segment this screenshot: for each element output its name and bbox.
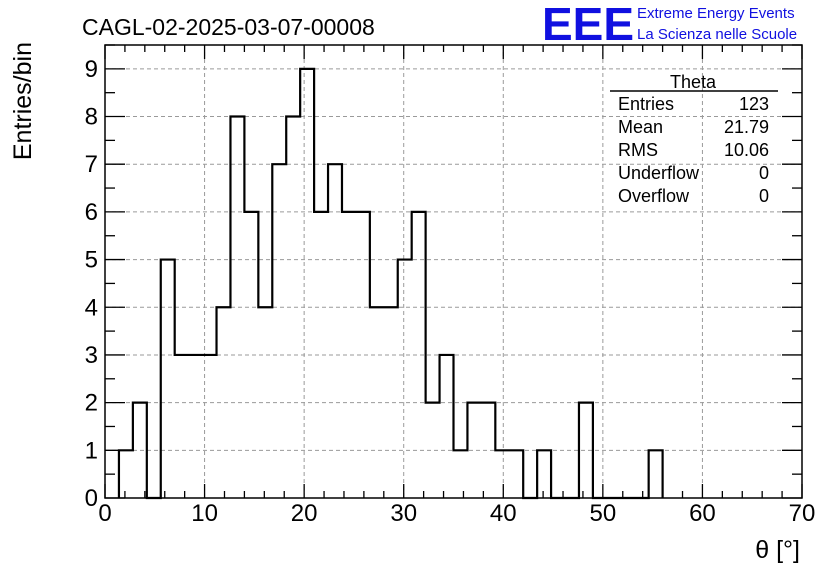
x-tick-label: 30 (390, 500, 417, 527)
histogram-step-line (117, 67, 664, 500)
x-tick-label: 10 (191, 500, 218, 527)
stats-value-underflow: 0 (759, 163, 769, 183)
stats-value-entries: 123 (739, 94, 769, 114)
y-tick-label: 3 (85, 342, 98, 369)
stats-value-rms: 10.06 (724, 140, 769, 160)
histogram-outline (117, 67, 664, 500)
y-axis-label: Entries/bin (9, 42, 37, 160)
stats-label-mean: Mean (618, 117, 663, 137)
plot-frame (104, 44, 803, 499)
y-tick-label: 6 (85, 199, 98, 226)
x-tick-label: 70 (789, 500, 816, 527)
stats-label-overflow: Overflow (618, 186, 690, 206)
chart-title: CAGL-02-2025-03-07-00008 (82, 14, 375, 40)
stats-value-mean: 21.79 (724, 117, 769, 137)
eee-logo: EEE Extreme Energy Events La Scienza nel… (542, 0, 797, 50)
y-tick-label: 4 (85, 294, 98, 321)
y-tick-label: 7 (85, 151, 98, 178)
y-tick-label: 5 (85, 247, 98, 274)
y-tick-label: 0 (85, 485, 98, 512)
eee-logo-line1: Extreme Energy Events (637, 5, 795, 22)
x-tick-label: 50 (590, 500, 617, 527)
eee-logo-line2: La Scienza nelle Scuole (637, 26, 797, 43)
x-tick-label: 0 (98, 500, 111, 527)
stats-label-rms: RMS (618, 140, 658, 160)
x-axis-label: θ [°] (755, 536, 800, 564)
stats-label-underflow: Underflow (618, 163, 700, 183)
axis-ticks (104, 44, 803, 499)
y-tick-label: 9 (85, 56, 98, 83)
x-tick-label: 40 (490, 500, 517, 527)
eee-logo-mark: EEE (542, 0, 634, 50)
x-tick-label: 20 (291, 500, 318, 527)
y-tick-label: 2 (85, 390, 98, 417)
y-tick-label: 8 (85, 104, 98, 131)
stats-label-entries: Entries (618, 94, 674, 114)
stats-title: Theta (670, 72, 717, 92)
x-tick-label: 60 (689, 500, 716, 527)
stats-value-overflow: 0 (759, 186, 769, 206)
grid-lines (105, 45, 802, 498)
stats-box: Theta Entries 123 Mean 21.79 RMS 10.06 U… (610, 72, 778, 206)
y-tick-label: 1 (85, 437, 98, 464)
